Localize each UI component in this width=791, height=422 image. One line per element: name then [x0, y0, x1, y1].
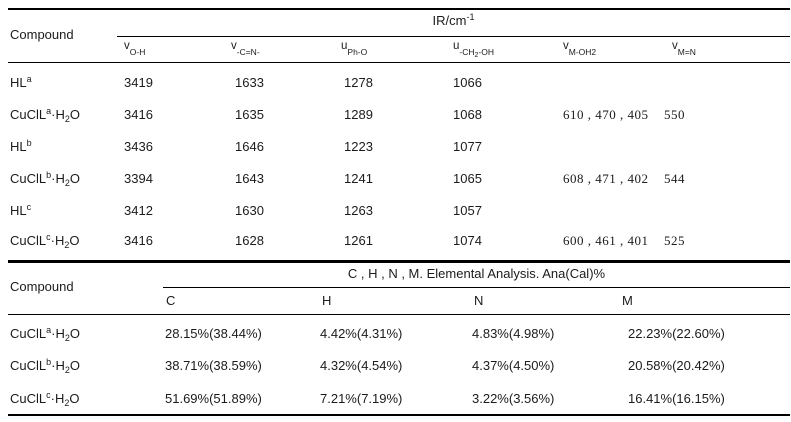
col-symbol: v [672, 40, 678, 52]
value-cell: 1261 [344, 233, 373, 248]
compound-cell: CuClLc·H2O [10, 232, 80, 250]
col-symbol: v [231, 40, 237, 52]
col-subscript: -C=N- [236, 47, 260, 58]
t1-compound-header: Compound [10, 27, 74, 42]
value-cell: 1074 [453, 233, 482, 248]
value-cell: 1646 [235, 139, 264, 154]
table-divider-border [8, 260, 790, 263]
col-subscript: M-OH2 [568, 47, 597, 58]
col-subscript: O-H [129, 47, 146, 58]
value-cell: 608 , 471 , 402 [563, 171, 649, 186]
value-cell: 3416 [124, 233, 153, 248]
t1-col-header-u-pho: uPh-O [341, 40, 368, 58]
value-cell: 3412 [124, 203, 153, 218]
value-cell: 610 , 470 , 405 [563, 107, 649, 122]
value-cell: 22.23%(22.60%) [628, 326, 725, 341]
compound-cell: CuClLb·H2O [10, 357, 80, 375]
compound-cell: HLa [10, 74, 32, 90]
table1-header-rule [8, 62, 790, 63]
t2-group-header: C , H , N , M. Elemental Analysis. Ana(C… [347, 266, 606, 281]
t2-col-header-h: H [322, 293, 332, 308]
value-cell: 1077 [453, 139, 482, 154]
col-subscript-post: -OH [478, 47, 495, 58]
t1-col-header-v-cn: v-C=N- [231, 40, 260, 58]
col-subscript: -CH [459, 47, 475, 58]
t2-col-header-n: N [474, 293, 484, 308]
value-cell: 1643 [235, 171, 264, 186]
col-subscript-2: 2 [474, 52, 479, 60]
t1-group-header: IR/cm-1 [117, 12, 790, 28]
value-cell: 1630 [235, 203, 264, 218]
value-cell: 3.22%(3.56%) [472, 391, 555, 406]
col-subscript: Ph-O [347, 47, 368, 58]
t2-compound-header: Compound [10, 279, 74, 294]
value-cell: 7.21%(7.19%) [320, 391, 403, 406]
value-cell: 1628 [235, 233, 264, 248]
col-symbol: u [341, 40, 348, 52]
value-cell: 16.41%(16.15%) [628, 391, 725, 406]
compound-cell: CuClLc·H2O [10, 390, 80, 408]
compound-cell: HLc [10, 202, 32, 218]
value-cell: 1223 [344, 139, 373, 154]
table1-spanner-rule [117, 36, 790, 37]
value-cell: 1066 [453, 75, 482, 90]
value-cell: 4.32%(4.54%) [320, 358, 403, 373]
value-cell: 4.42%(4.31%) [320, 326, 403, 341]
t2-col-header-c: C [166, 293, 176, 308]
value-cell: 28.15%(38.44%) [165, 326, 262, 341]
value-cell: 1289 [344, 107, 373, 122]
value-cell: 51.69%(51.89%) [165, 391, 262, 406]
value-cell: 3416 [124, 107, 153, 122]
t1-col-header-v-oh: vO-H [124, 40, 146, 58]
value-cell: 1065 [453, 171, 482, 186]
value-cell: 1241 [344, 171, 373, 186]
value-cell: 544 [664, 171, 685, 186]
compound-cell: HLb [10, 138, 32, 154]
col-subscript: M=N [677, 47, 696, 58]
value-cell: 1635 [235, 107, 264, 122]
value-cell: 525 [664, 233, 685, 248]
t1-col-header-u-ch2oh: u-CH2-OH [453, 40, 495, 59]
compound-cell: CuClLa·H2O [10, 325, 80, 343]
table2-header-rule [8, 314, 790, 315]
value-cell: 550 [664, 107, 685, 122]
col-symbol: v [563, 40, 569, 52]
table-bottom-border [8, 414, 790, 416]
value-cell: 1057 [453, 203, 482, 218]
value-cell: 4.37%(4.50%) [472, 358, 555, 373]
value-cell: 1633 [235, 75, 264, 90]
t1-group-header-text: IR/cm [432, 13, 467, 28]
value-cell: 1263 [344, 203, 373, 218]
t1-col-header-v-moh2: vM-OH2 [563, 40, 597, 58]
value-cell: 38.71%(38.59%) [165, 358, 262, 373]
t1-col-header-v-mn: vM=N [672, 40, 696, 58]
value-cell: 3436 [124, 139, 153, 154]
col-symbol: v [124, 40, 130, 52]
value-cell: 3394 [124, 171, 153, 186]
col-symbol: u [453, 40, 460, 52]
value-cell: 600 , 461 , 401 [563, 233, 649, 248]
value-cell: 1068 [453, 107, 482, 122]
value-cell: 1278 [344, 75, 373, 90]
table2-spanner-rule [163, 287, 790, 288]
value-cell: 4.83%(4.98%) [472, 326, 555, 341]
value-cell: 3419 [124, 75, 153, 90]
compound-cell: CuClLa·H2O [10, 106, 80, 124]
t2-col-header-m: M [622, 293, 633, 308]
compound-cell: CuClLb·H2O [10, 170, 80, 188]
table1-top-border [8, 8, 790, 10]
t1-group-header-exponent: -1 [466, 12, 475, 22]
value-cell: 20.58%(20.42%) [628, 358, 725, 373]
